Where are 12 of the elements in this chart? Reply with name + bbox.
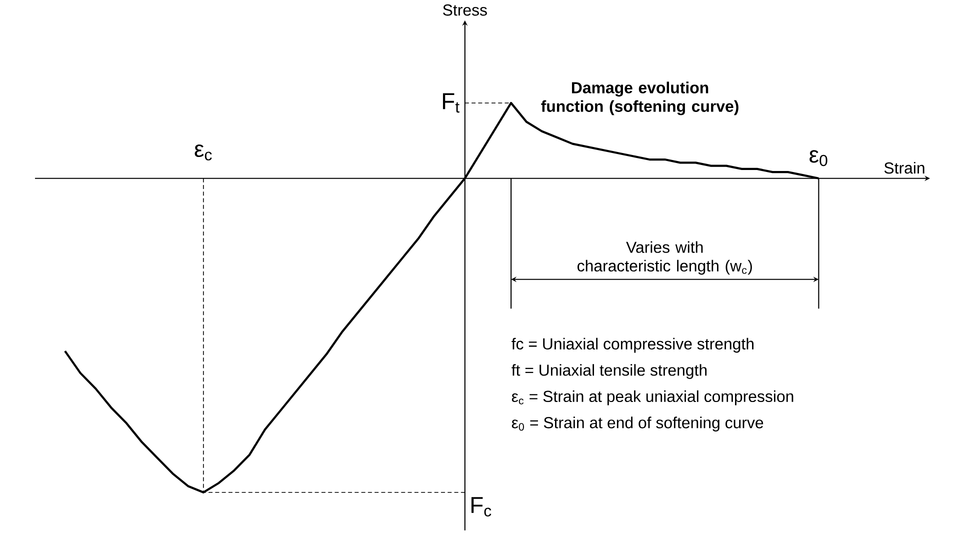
annotation: ε$_{0}$ = Strain at end of softening curve [512,416,764,432]
x-axis-title: Strain [884,162,924,174]
annotation: Damage evolution function (softening curve) [541,81,738,115]
annotation: ε$_{0}$ [810,150,828,166]
annotation: F$_{t}$ [442,93,460,112]
text: F$_{c}$ [471,496,492,516]
annotation: Varies with characteristic length (w$_{c}$) [578,241,752,275]
text: Stress [443,4,487,16]
annotation: ft = Uniaxial tensile strength [512,364,707,379]
annotation: ε$_{c}$ [194,144,212,160]
annotation: fc = Uniaxial compressive strength [512,338,754,353]
annotation: ε$_{c}$ = Strain at peak uniaxial compression [512,390,794,406]
